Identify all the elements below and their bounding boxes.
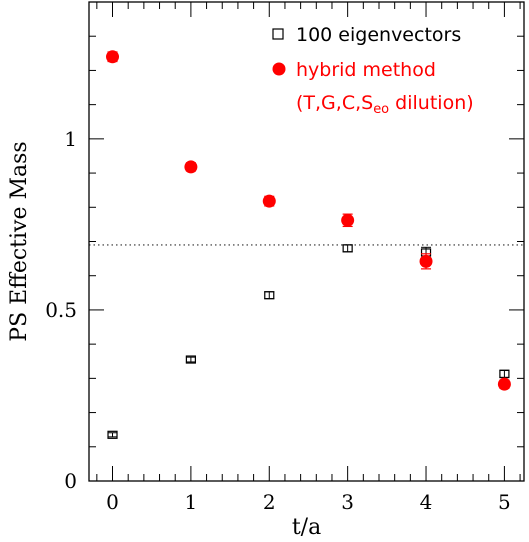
- point-hybrid: [341, 213, 355, 227]
- point-eigenvectors: [185, 355, 196, 364]
- x-tick-label: 3: [341, 490, 354, 514]
- legend-label-eigenvectors: 100 eigenvectors: [296, 24, 461, 46]
- y-tick-label: 0: [64, 469, 77, 493]
- x-axis-label: t/a: [292, 515, 321, 540]
- point-hybrid: [184, 160, 198, 174]
- y-tick-label: 1: [64, 127, 77, 151]
- point-eigenvectors: [342, 244, 353, 253]
- point-hybrid: [106, 50, 120, 64]
- x-tick-label: 4: [420, 490, 433, 514]
- x-tick-label: 5: [498, 490, 511, 514]
- point-eigenvectors: [499, 369, 510, 379]
- x-tick-label: 0: [106, 490, 119, 514]
- legend-marker-open-square: [272, 28, 284, 40]
- tick-labels: 0 1 2 3 4 5 0 0.5 1: [45, 127, 511, 514]
- point-hybrid: [262, 194, 276, 208]
- legend-label-hybrid-method: hybrid method: [296, 59, 436, 81]
- legend-dilution-prefix: (T,G,C,S: [296, 92, 373, 114]
- data-marks: [106, 50, 511, 439]
- y-tick-label: 0.5: [45, 298, 77, 322]
- y-axis-label: PS Effective Mass: [7, 141, 32, 341]
- x-tick-label: 1: [185, 490, 198, 514]
- legend-dilution-subscript: eo: [373, 102, 389, 117]
- legend: 100 eigenvectors hybrid method (T,G,C,Se…: [272, 24, 474, 117]
- x-tick-label: 2: [263, 490, 276, 514]
- legend-marker-filled-circle: [272, 62, 286, 76]
- plot-frame: [88, 1, 525, 482]
- point-hybrid: [497, 377, 511, 391]
- point-eigenvectors: [107, 430, 118, 439]
- legend-dilution-suffix: dilution): [389, 92, 474, 114]
- point-eigenvectors: [264, 291, 275, 300]
- legend-label-dilution: (T,G,C,Seo dilution): [296, 92, 474, 117]
- point-hybrid: [419, 254, 433, 268]
- axis-ticks: [89, 1, 524, 482]
